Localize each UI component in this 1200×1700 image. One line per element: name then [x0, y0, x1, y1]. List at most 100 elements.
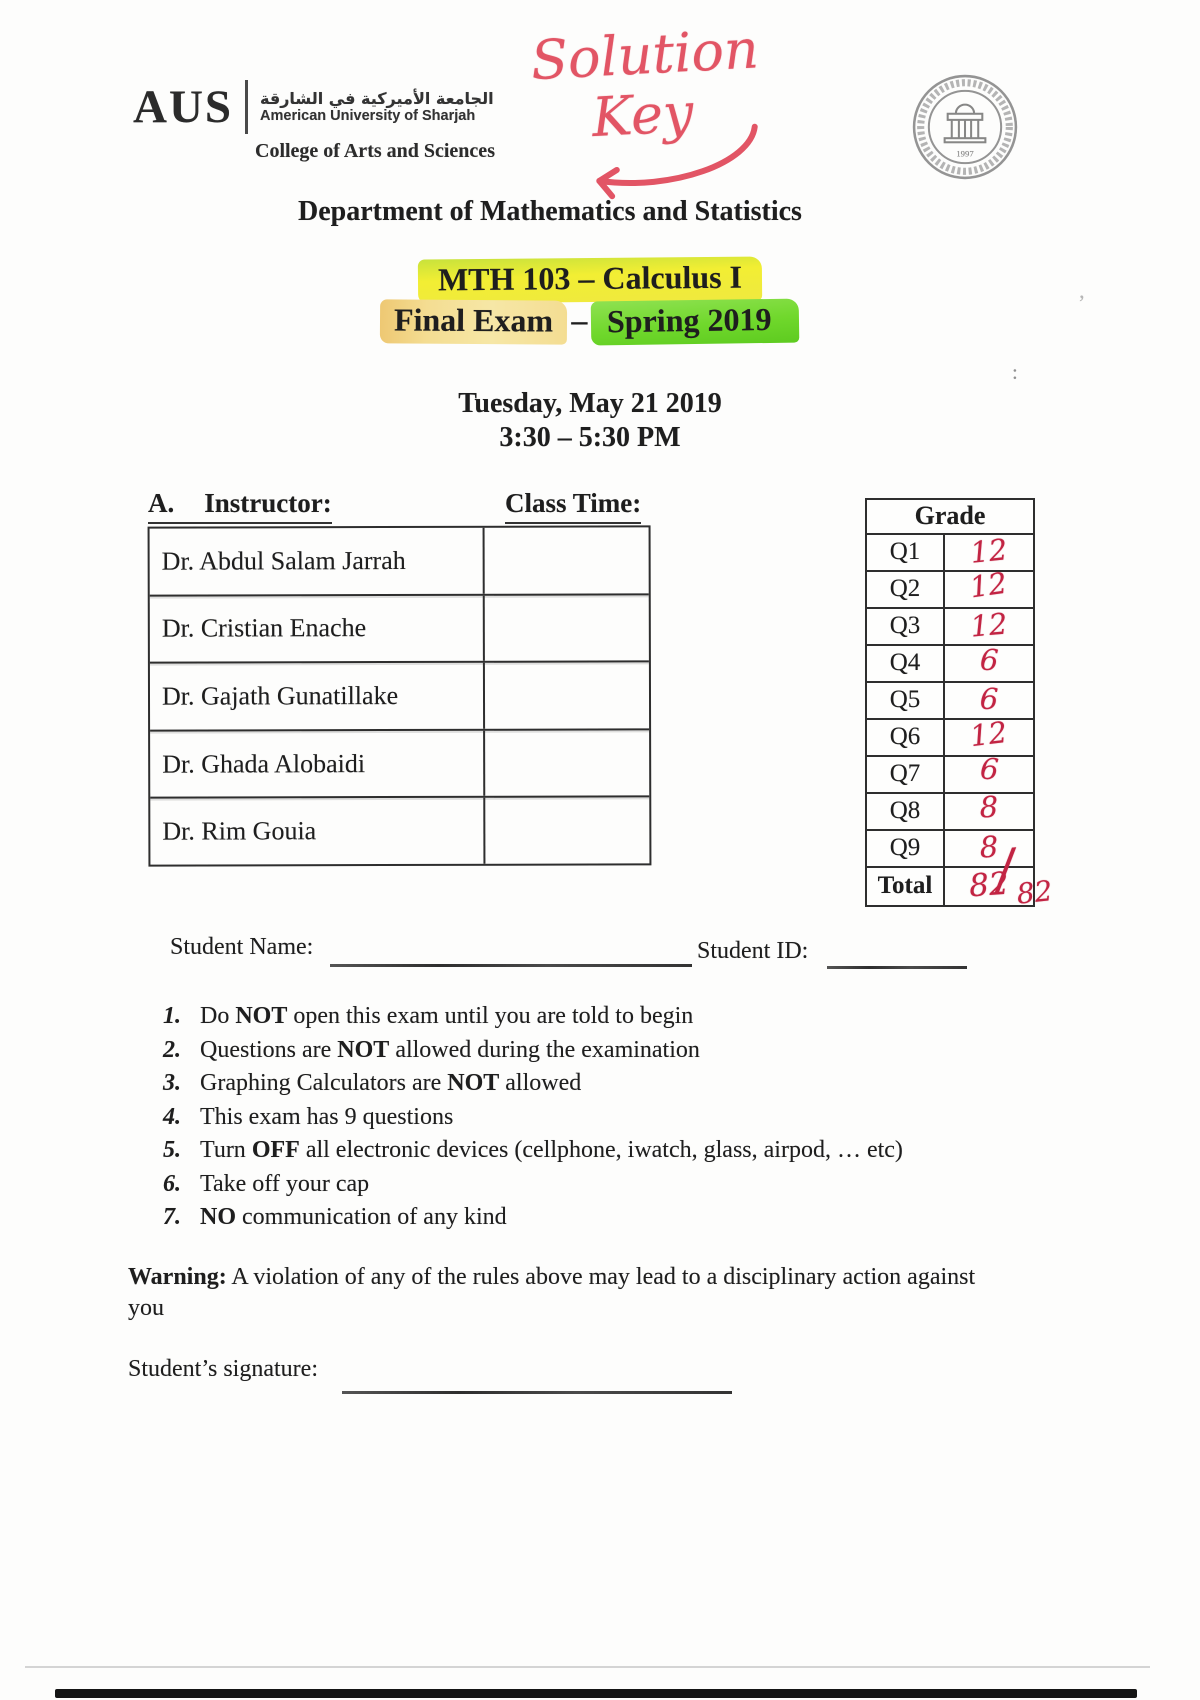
rule-number: 7. — [163, 1204, 181, 1230]
grade-row: Q9 8 — [867, 830, 1033, 868]
class-time-cell — [485, 730, 649, 796]
instructor-name: Dr. Ghada Alobaidi — [150, 730, 486, 798]
class-time-cell — [485, 663, 649, 729]
rule-number: 1. — [163, 1003, 181, 1029]
solution-word: Solution — [529, 17, 761, 93]
question-score-handwritten: 6 — [979, 642, 1000, 678]
question-label: Q8 — [867, 794, 945, 829]
signature-field-line — [342, 1391, 732, 1394]
exam-title-line: Final Exam – Spring 2019 — [0, 298, 1180, 346]
exam-title-dash: – — [571, 302, 588, 338]
warning-paragraph: Warning: A violation of any of the rules… — [128, 1262, 998, 1324]
scan-artifact-faint-line — [25, 1666, 1150, 1668]
scan-artifact-black-bar — [55, 1689, 1137, 1698]
logo-arabic-name: الجامعة الأميركية في الشارقة — [260, 88, 494, 108]
rule-number: 2. — [163, 1036, 181, 1063]
scan-artifact-apostrophe: ’ — [1078, 290, 1086, 315]
grade-rows: Q1 12 Q2 12 Q3 12 Q4 6 Q5 6 Q6 12 Q7 6 Q8 8 Q9 8 — [867, 532, 1033, 868]
exam-rule: 6. Take off your cap — [163, 1168, 903, 1202]
rule-number: 6. — [163, 1170, 181, 1197]
rule-text: Graphing Calculators are NOT allowed — [200, 1070, 582, 1096]
logo-text-block: الجامعة الأميركية في الشارقة American Un… — [260, 89, 494, 126]
question-label: Q1 — [867, 535, 945, 570]
question-score-handwritten: 6 — [978, 751, 1000, 787]
class-time-cell — [485, 527, 649, 593]
exam-rule: 2. Questions are NOT allowed during the e… — [163, 1034, 903, 1068]
college-name: College of Arts and Sciences — [255, 140, 495, 162]
exam-rule: 7. NO communication of any kind — [163, 1201, 903, 1235]
rule-number: 5. — [163, 1137, 181, 1163]
student-name-label: Student Name: — [170, 934, 314, 960]
grade-row: Q1 12 — [867, 532, 1033, 572]
rule-text: Take off your cap — [200, 1170, 370, 1197]
university-seal: 1997 — [912, 74, 1018, 180]
grade-table-header: Grade — [867, 500, 1033, 535]
handwritten-arrow-flourish — [596, 123, 758, 200]
rule-text: Do NOT open this exam until you are told… — [200, 1003, 694, 1029]
question-label: Q9 — [867, 831, 945, 866]
exam-rule: 5. Turn OFF all electronic devices (cellp… — [163, 1134, 903, 1168]
aus-logo: AUS الجامعة الأميركية في الشارقة America… — [133, 80, 494, 134]
instructor-row: Dr. Abdul Salam Jarrah — [149, 527, 649, 597]
grade-total-denominator: /82 — [993, 837, 1054, 911]
grade-row: Q4 6 — [867, 643, 1033, 683]
rule-text: Questions are NOT allowed during the exa… — [200, 1036, 700, 1063]
grade-row: Q2 12 — [867, 566, 1033, 609]
section-letter: A. — [148, 488, 175, 518]
instructor-name: Dr. Abdul Salam Jarrah — [149, 527, 485, 595]
class-time-cell — [485, 798, 649, 864]
aus-logo-acronym: AUS — [133, 80, 234, 133]
exam-term: Spring 2019 — [591, 298, 801, 346]
exam-title: Final Exam — [380, 299, 568, 345]
grade-row: Q6 12 — [867, 715, 1033, 757]
rule-text: This exam has 9 questions — [200, 1103, 454, 1130]
instructor-table: Dr. Abdul Salam Jarrah Dr. Cristian Enach… — [147, 525, 652, 867]
instructor-row: Dr. Ghada Alobaidi — [150, 730, 650, 800]
rule-text: Turn OFF all electronic devices (cellpho… — [200, 1137, 903, 1163]
total-out-of: 82 — [1015, 874, 1054, 911]
instructor-header-label: Instructor: — [204, 488, 332, 518]
grade-total-label: Total — [867, 868, 945, 905]
class-time-cell — [485, 595, 649, 661]
grade-row: Q5 6 — [867, 682, 1033, 720]
exam-rules-list: 1. Do NOT open this exam until you are to… — [163, 1000, 903, 1235]
warning-label: Warning: — [128, 1264, 227, 1290]
course-title-line: MTH 103 – Calculus I — [0, 256, 1180, 304]
grade-row: Q8 8 — [867, 790, 1033, 831]
question-label: Q5 — [867, 683, 945, 718]
question-label: Q4 — [867, 646, 945, 681]
grade-row: Q7 6 — [867, 751, 1033, 794]
rule-text: NO communication of any kind — [200, 1204, 507, 1230]
warning-text: A violation of any of the rules above ma… — [128, 1264, 976, 1321]
rule-number: 4. — [163, 1103, 181, 1130]
student-id-field-line — [827, 966, 967, 969]
exam-rule: 1. Do NOT open this exam until you are to… — [163, 1000, 903, 1034]
rule-number: 3. — [163, 1070, 181, 1096]
signature-label: Student’s signature: — [128, 1356, 318, 1382]
instructor-name: Dr. Cristian Enache — [149, 595, 485, 662]
exam-rule: 3. Graphing Calculators are NOT allowed — [163, 1067, 903, 1101]
instructor-section-header: A. Instructor: — [148, 488, 332, 524]
question-label: Q7 — [867, 757, 945, 792]
grade-total-row: Total 82 — [867, 866, 1033, 905]
question-label: Q3 — [867, 609, 945, 644]
instructor-row: Dr. Rim Gouia — [150, 798, 649, 865]
question-label: Q6 — [867, 720, 945, 755]
grade-table: Grade Q1 12 Q2 12 Q3 12 Q4 6 Q5 6 Q6 12 Q7 6 Q8 8 Q9 8 To… — [865, 498, 1035, 907]
seal-year: 1997 — [956, 149, 974, 159]
question-label: Q2 — [867, 572, 945, 607]
exam-rule: 4. This exam has 9 questions — [163, 1101, 903, 1135]
question-score-handwritten: 8 — [979, 789, 999, 825]
department-title: Department of Mathematics and Statistics — [298, 196, 802, 227]
class-time-header-label: Class Time: — [505, 488, 642, 524]
student-name-field-line — [330, 964, 692, 967]
seal-building-icon — [943, 103, 987, 144]
scan-artifact-colon: : — [1012, 360, 1018, 384]
instructor-name: Dr. Rim Gouia — [150, 798, 486, 865]
grade-row: Q3 12 — [867, 606, 1033, 646]
instructor-row: Dr. Gajath Gunatillake — [149, 662, 650, 732]
instructor-row: Dr. Cristian Enache — [149, 594, 649, 664]
exam-date: Tuesday, May 21 2019 — [458, 388, 722, 419]
course-title: MTH 103 – Calculus I — [417, 256, 763, 304]
